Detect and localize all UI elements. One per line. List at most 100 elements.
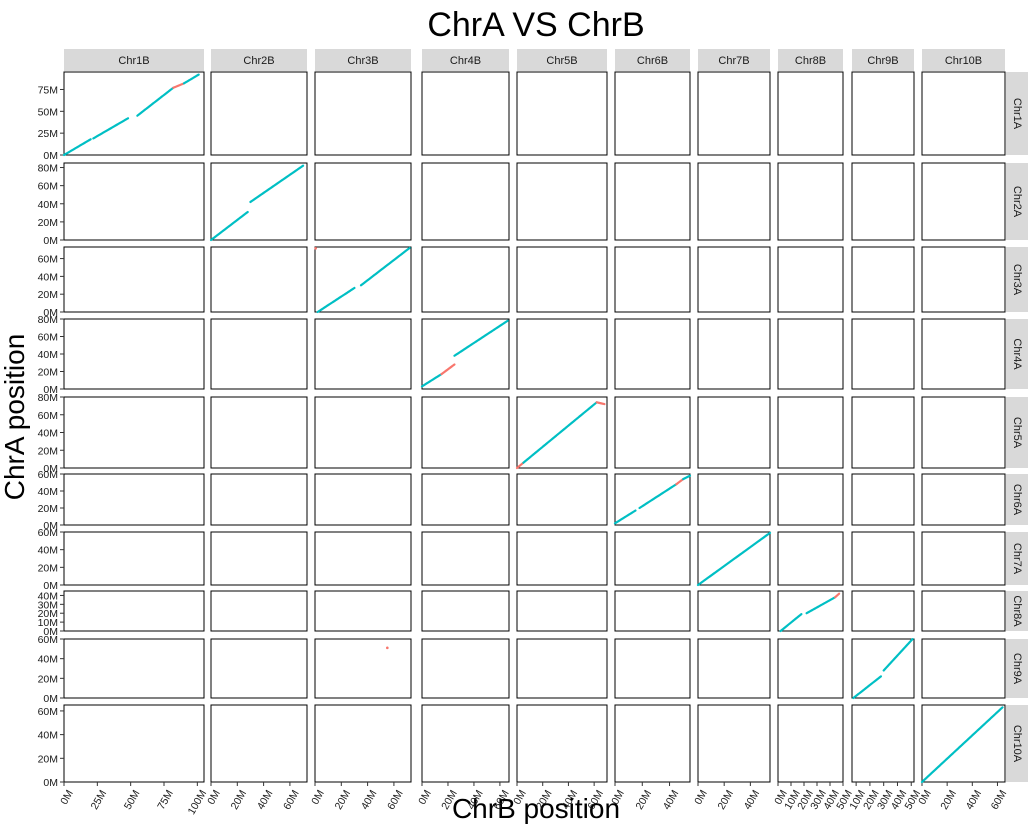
panel-chr9a-chr8b xyxy=(777,638,844,699)
y-tick-label-chr5a-3: 60M xyxy=(38,410,58,422)
synteny-segment-chr10a-chr10b-0 xyxy=(920,706,1004,784)
synteny-segment-chr1a-chr1b-0 xyxy=(62,138,92,157)
strip-label-chr8a: Chr8A xyxy=(1011,595,1023,627)
y-tick-label-chr3a-0: 0M xyxy=(43,307,58,319)
panel-chr10a-chr1b xyxy=(63,704,205,783)
synteny-segment-chr1a-chr1b-2 xyxy=(136,86,175,117)
panel-chr9a-chr1b xyxy=(63,638,205,699)
synteny-segment-chr3a-chr3b-1 xyxy=(359,246,411,287)
synteny-segment-chr9a-chr9b-0 xyxy=(852,675,883,700)
panel-chr4a-chr4b xyxy=(421,318,510,390)
panel-chr6a-chr5b xyxy=(516,473,608,526)
panel-chr5a-chr2b xyxy=(210,396,308,469)
strip-chr9a xyxy=(1006,639,1028,698)
panel-chr3a-chr10b xyxy=(921,246,1006,313)
y-tick-label-chr9a-3: 60M xyxy=(38,634,58,646)
panel-chr6a-chr6b xyxy=(614,473,691,526)
panel-chr8a-chr8b xyxy=(777,590,844,632)
x-tick-label-chr2b-1: 20M xyxy=(229,788,250,812)
panel-chr5a-chr9b xyxy=(851,396,915,469)
strip-label-chr10a: Chr10A xyxy=(1011,725,1023,763)
strip-label-chr7b: Chr7B xyxy=(718,55,749,67)
panel-chr1a-chr3b xyxy=(314,71,412,156)
panel-chr8a-chr9b xyxy=(851,590,915,632)
panel-chr2a-chr8b xyxy=(777,162,844,241)
panel-chr2a-chr2b xyxy=(210,162,308,241)
panel-chr2a-chr1b xyxy=(63,162,205,241)
panel-chr2a-chr10b xyxy=(921,162,1006,241)
panel-chr4a-chr8b xyxy=(777,318,844,390)
panel-chr3a-chr9b xyxy=(851,246,915,313)
panel-chr8a-chr2b xyxy=(210,590,308,632)
panel-chr10a-chr9b xyxy=(851,704,915,783)
panel-chr4a-chr3b xyxy=(314,318,412,390)
y-tick-label-chr3a-3: 60M xyxy=(38,254,58,266)
x-tick-label-chr10b-2: 40M xyxy=(964,788,985,812)
x-tick-label-chr2b-0: 0M xyxy=(205,788,223,807)
y-tick-label-chr6a-2: 40M xyxy=(38,486,58,498)
panel-chr6a-chr1b xyxy=(63,473,205,526)
panel-chr10a-chr4b xyxy=(421,704,510,783)
panel-chr1a-chr2b xyxy=(210,71,308,156)
panel-chr4a-chr9b xyxy=(851,318,915,390)
panel-chr2a-chr6b xyxy=(614,162,691,241)
panel-chr2a-chr5b xyxy=(516,162,608,241)
strip-label-chr4b: Chr4B xyxy=(450,55,481,67)
panel-chr3a-chr1b xyxy=(63,246,205,313)
y-tick-label-chr5a-4: 80M xyxy=(38,392,58,404)
synteny-segment-chr5a-chr5b-1 xyxy=(522,401,598,464)
panel-chr1a-chr6b xyxy=(614,71,691,156)
panel-chr9a-chr10b xyxy=(921,638,1006,699)
panel-chr7a-chr3b xyxy=(314,531,412,586)
strip-label-chr3b: Chr3B xyxy=(347,55,378,67)
y-tick-label-chr9a-1: 20M xyxy=(38,673,58,685)
strip-label-chr3a: Chr3A xyxy=(1011,264,1023,296)
panel-chr2a-chr7b xyxy=(697,162,771,241)
panel-chr1a-chr4b xyxy=(421,71,510,156)
panel-chr10a-chr8b xyxy=(777,704,844,783)
panel-chr3a-chr3b xyxy=(314,246,412,313)
panel-chr9a-chr7b xyxy=(697,638,771,699)
strip-label-chr6a: Chr6A xyxy=(1011,484,1023,516)
synteny-segment-chr8a-chr8b-0 xyxy=(779,613,803,633)
panel-chr8a-chr5b xyxy=(516,590,608,632)
strip-label-chr5b: Chr5B xyxy=(546,55,577,67)
panel-chr3a-chr6b xyxy=(614,246,691,313)
y-tick-label-chr6a-1: 20M xyxy=(38,503,58,515)
panel-chr8a-chr1b xyxy=(63,590,205,632)
panel-chr5a-chr4b xyxy=(421,396,510,469)
y-tick-label-chr1a-2: 50M xyxy=(38,106,58,118)
panel-chr9a-chr4b xyxy=(421,638,510,699)
panel-chr2a-chr4b xyxy=(421,162,510,241)
y-tick-label-chr8a-4: 40M xyxy=(38,590,58,602)
y-tick-label-chr1a-0: 0M xyxy=(43,150,58,162)
y-tick-label-chr2a-4: 80M xyxy=(38,163,58,175)
panel-chr8a-chr4b xyxy=(421,590,510,632)
synteny-segment-chr8a-chr8b-2 xyxy=(834,592,841,599)
strip-chr3b xyxy=(315,49,411,71)
panel-chr4a-chr2b xyxy=(210,318,308,390)
synteny-segment-chr6a-chr6b-1 xyxy=(638,483,678,510)
strip-chr10b xyxy=(922,49,1005,71)
synteny-segment-chr2a-chr2b-0 xyxy=(209,210,249,242)
strip-label-chr9a: Chr9A xyxy=(1011,653,1023,685)
synteny-segment-chr4a-chr4b-0 xyxy=(420,373,443,388)
y-tick-label-chr8a-3: 30M xyxy=(38,599,58,611)
synteny-segment-chr5a-chr5b-2 xyxy=(595,401,606,406)
panel-chr7a-chr1b xyxy=(63,531,205,586)
panel-chr7a-chr2b xyxy=(210,531,308,586)
synteny-segment-chr4a-chr4b-1 xyxy=(440,363,456,376)
y-tick-label-chr9a-0: 0M xyxy=(43,693,58,705)
y-tick-label-chr7a-3: 60M xyxy=(38,527,58,539)
panel-chr6a-chr7b xyxy=(697,473,771,526)
panel-chr9a-chr3b xyxy=(314,638,412,699)
panel-chr3a-chr7b xyxy=(697,246,771,313)
y-tick-label-chr3a-2: 40M xyxy=(38,271,58,283)
synteny-segment-chr9a-chr9b-1 xyxy=(882,637,914,672)
y-tick-label-chr5a-1: 20M xyxy=(38,445,58,457)
panel-chr3a-chr5b xyxy=(516,246,608,313)
panel-chr8a-chr7b xyxy=(697,590,771,632)
panel-chr7a-chr4b xyxy=(421,531,510,586)
y-tick-label-chr1a-1: 25M xyxy=(38,128,58,140)
